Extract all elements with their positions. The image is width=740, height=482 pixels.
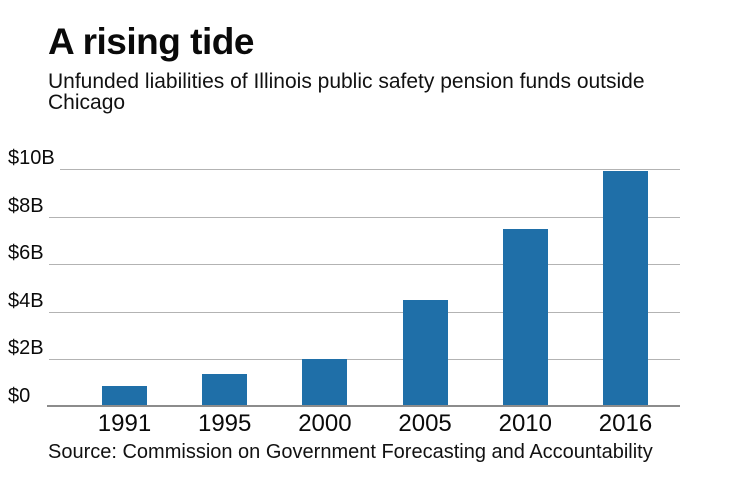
y-tick-label: $6B: [8, 243, 49, 269]
chart-subtitle-line-1: Unfunded liabilities of Illinois public …: [48, 70, 645, 93]
chart-subtitle-line-2: Chicago: [48, 91, 126, 114]
x-tick-label: 2000: [298, 410, 352, 437]
x-tick-label: 2010: [498, 410, 552, 437]
chart-title: A rising tide: [48, 21, 254, 62]
x-tick-label: 2005: [398, 410, 452, 437]
bar: [102, 385, 147, 407]
y-tick-label: $0: [8, 386, 36, 411]
bar: [202, 373, 248, 407]
y-gridline: [47, 311, 680, 313]
chart-subtitle: Unfunded liabilities of Illinois public …: [48, 71, 645, 113]
y-tick-label: $8B: [8, 195, 49, 221]
y-gridline: [47, 359, 680, 361]
bar: [603, 171, 648, 407]
y-gridline: [47, 216, 680, 218]
bar: [402, 299, 448, 407]
x-tick-label: 1995: [197, 410, 252, 437]
bar: [502, 228, 548, 407]
x-tick-label: 2016: [598, 410, 653, 437]
y-tick-label: $10B: [8, 148, 60, 173]
y-gridline: [47, 169, 680, 170]
x-axis-baseline: [47, 405, 680, 407]
y-gridline: [47, 264, 680, 266]
source-note: Source: Commission on Government Forecas…: [48, 441, 653, 463]
x-tick-label: 1991: [97, 410, 152, 437]
y-tick-label: $2B: [8, 338, 49, 364]
y-tick-label: $4B: [8, 290, 49, 316]
bar: [302, 359, 348, 407]
